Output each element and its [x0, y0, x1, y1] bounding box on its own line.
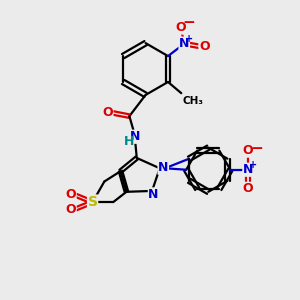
Text: +: + — [185, 34, 193, 44]
Text: O: O — [176, 21, 186, 34]
Text: −: − — [183, 15, 195, 30]
Text: N: N — [148, 188, 159, 201]
Text: CH₃: CH₃ — [183, 95, 204, 106]
Text: O: O — [102, 106, 113, 118]
Text: N: N — [130, 130, 140, 143]
Text: N: N — [158, 161, 168, 174]
Text: +: + — [249, 160, 257, 170]
Text: O: O — [243, 182, 254, 195]
Text: O: O — [65, 203, 76, 216]
Text: O: O — [199, 40, 210, 53]
Text: N: N — [179, 37, 189, 50]
Text: N: N — [243, 163, 253, 176]
Text: O: O — [243, 144, 254, 157]
Text: H: H — [124, 135, 134, 148]
Text: −: − — [250, 141, 263, 156]
Text: O: O — [65, 188, 76, 201]
Text: S: S — [88, 195, 98, 209]
